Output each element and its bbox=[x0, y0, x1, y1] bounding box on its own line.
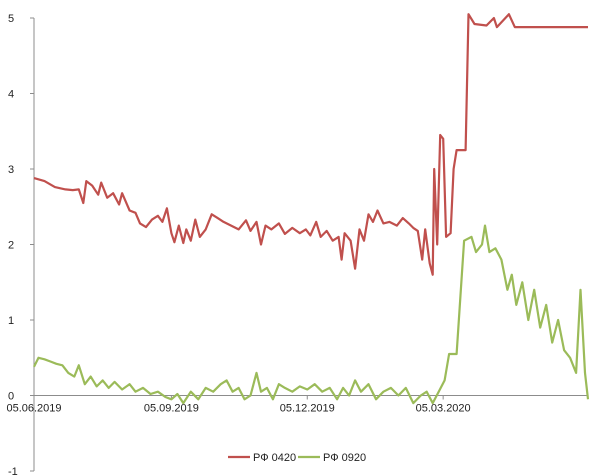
series-lines bbox=[33, 13, 590, 405]
y-tick-label: 5 bbox=[8, 13, 14, 25]
x-axis-ticks: 05.06.2019 05.09.2019 05.12.2019 05.03.2020 bbox=[6, 395, 471, 415]
legend-label: РФ 0920 bbox=[323, 452, 366, 464]
y-tick-label: 1 bbox=[8, 315, 14, 327]
y-tick-label: 3 bbox=[8, 164, 14, 176]
x-tick-label: 05.12.2019 bbox=[280, 403, 335, 415]
y-tick-label: 4 bbox=[8, 89, 14, 101]
x-tick-label: 05.03.2020 bbox=[416, 403, 471, 415]
y-axis-ticks: -1 0 1 2 3 4 5 bbox=[8, 13, 34, 476]
legend-label: РФ 0420 bbox=[253, 452, 296, 464]
series-line-1 bbox=[33, 13, 588, 276]
x-tick-label: 05.09.2019 bbox=[144, 403, 199, 415]
y-tick-label: 2 bbox=[8, 240, 14, 252]
legend: РФ 0420 РФ 0920 bbox=[228, 452, 366, 464]
y-tick-label: -1 bbox=[8, 466, 18, 476]
y-tick-label: 0 bbox=[8, 391, 14, 403]
series-line-2 bbox=[33, 224, 590, 405]
x-tick-label: 05.06.2019 bbox=[6, 403, 61, 415]
